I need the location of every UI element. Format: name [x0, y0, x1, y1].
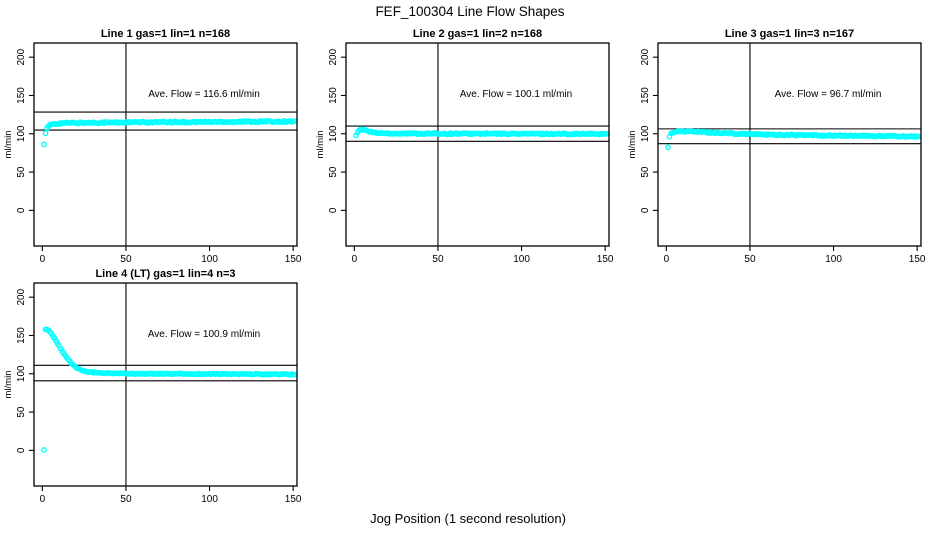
y-tick-label: 0	[16, 207, 27, 213]
data-point	[42, 130, 49, 137]
y-tick-label: 100	[640, 125, 651, 142]
ave-flow-annotation-line4: Ave. Flow = 100.9 ml/min	[148, 329, 260, 340]
subplot-title-line2: Line 2 gas=1 lin=2 n=168	[413, 28, 542, 40]
x-tick-label: 0	[352, 254, 358, 265]
y-tick-label: 100	[16, 125, 27, 142]
x-tick-label: 0	[40, 254, 46, 265]
plot-box	[345, 42, 610, 247]
y-tick-label: 150	[16, 327, 27, 344]
x-tick-label: 0	[664, 254, 670, 265]
data-point	[665, 144, 671, 151]
data-points	[665, 127, 922, 151]
x-tick-label: 50	[120, 494, 132, 505]
y-tick-label: 200	[16, 288, 27, 305]
y-tick-label: 0	[328, 207, 339, 213]
y-tick-label: 200	[328, 48, 339, 65]
x-tick-label: 150	[909, 254, 926, 265]
ave-flow-annotation-line3: Ave. Flow = 96.7 ml/min	[775, 89, 882, 100]
y-tick-label: 100	[328, 125, 339, 142]
y-tick-label: 150	[328, 87, 339, 104]
x-tick-label: 150	[285, 254, 302, 265]
x-tick-label: 50	[120, 254, 132, 265]
y-tick-label: 50	[328, 166, 339, 178]
x-tick-label: 100	[513, 254, 530, 265]
data-point	[41, 141, 47, 148]
y-axis-label-line1: ml/min	[3, 131, 14, 159]
subplot-line4: 0 50 100 150 0 50 100 150 200	[16, 282, 302, 505]
x-tick-label: 100	[201, 494, 218, 505]
y-tick-label: 50	[16, 166, 27, 178]
plot-box	[33, 282, 298, 487]
y-tick-label: 200	[640, 48, 651, 65]
x-tick-label: 0	[40, 494, 46, 505]
subplot-line3: 0 50 100 150 0 50 100 150 200	[640, 42, 926, 265]
subplot-title-line1: Line 1 gas=1 lin=1 n=168	[101, 28, 230, 40]
x-tick-label: 150	[597, 254, 614, 265]
y-tick-label: 200	[16, 48, 27, 65]
y-axis-label-line4: ml/min	[3, 371, 14, 399]
y-tick-label: 0	[640, 207, 651, 213]
data-points	[41, 117, 298, 148]
y-tick-label: 100	[16, 365, 27, 382]
y-tick-label: 50	[16, 406, 27, 418]
y-axis-label-line3: ml/min	[627, 131, 638, 159]
plot-box	[33, 42, 298, 247]
ave-flow-annotation-line2: Ave. Flow = 100.1 ml/min	[460, 89, 572, 100]
x-tick-label: 100	[825, 254, 842, 265]
subplot-title-line3: Line 3 gas=1 lin=3 n=167	[725, 28, 854, 40]
data-points	[353, 126, 610, 139]
y-axis-label-line2: ml/min	[315, 131, 326, 159]
ave-flow-annotation-line1: Ave. Flow = 116.6 ml/min	[148, 89, 260, 100]
main-title: FEF_100304 Line Flow Shapes	[375, 4, 564, 19]
y-tick-label: 150	[640, 87, 651, 104]
chart-layers: 0 50 100 150 0 50 100 150 200 0 50 100 150 0 50 100 150 2…	[16, 42, 926, 505]
x-tick-label: 100	[201, 254, 218, 265]
y-tick-label: 50	[640, 166, 651, 178]
x-tick-label: 150	[285, 494, 302, 505]
subplot-title-line4: Line 4 (LT) gas=1 lin=4 n=3	[95, 268, 235, 280]
subplot-line2: 0 50 100 150 0 50 100 150 200	[328, 42, 614, 265]
data-point	[41, 447, 47, 453]
x-tick-label: 50	[744, 254, 756, 265]
y-tick-label: 150	[16, 87, 27, 104]
x-tick-label: 50	[432, 254, 444, 265]
subplot-line1: 0 50 100 150 0 50 100 150 200	[16, 42, 302, 265]
plot-box	[657, 42, 922, 247]
data-points	[41, 326, 298, 453]
y-tick-label: 0	[16, 447, 27, 453]
x-axis-label: Jog Position (1 second resolution)	[370, 511, 566, 526]
